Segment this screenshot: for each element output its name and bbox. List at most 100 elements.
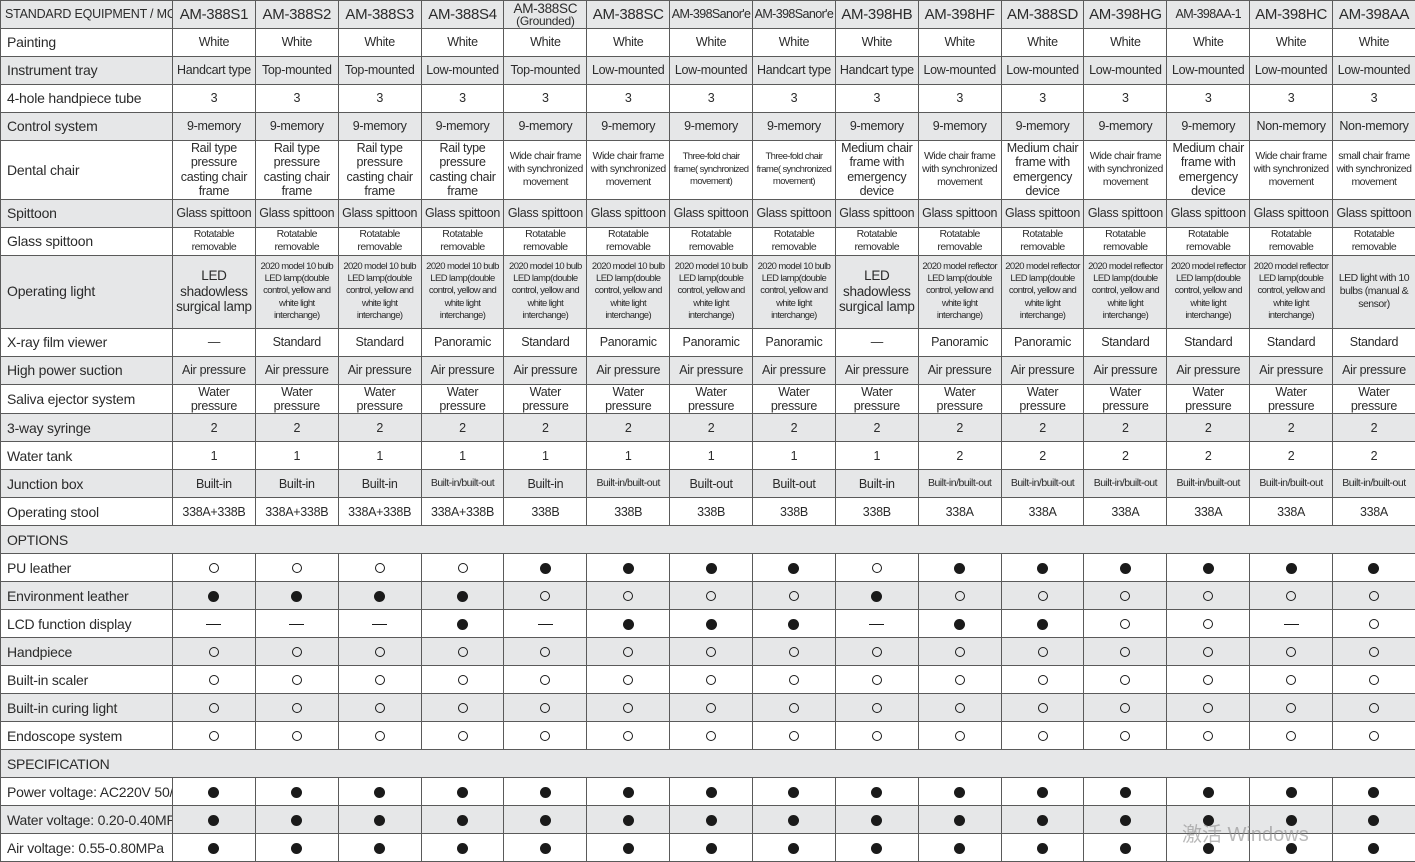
mark-cell [1250,666,1333,694]
filled-dot-icon [871,591,882,602]
spec-cell: 2 [918,442,1001,470]
spec-cell: White [670,29,753,57]
mark-cell [421,694,504,722]
spec-cell: 2 [338,414,421,442]
mark-cell [1250,694,1333,722]
mark-cell [504,722,587,750]
filled-dot-icon [540,815,551,826]
mark-cell [835,778,918,806]
hollow-circle-icon [209,703,219,713]
hollow-circle-icon [375,675,385,685]
mark-cell [835,806,918,834]
filled-dot-icon [540,843,551,854]
hollow-circle-icon [1038,731,1048,741]
option-row: Environment leather [1,582,1415,610]
hollow-circle-icon [375,703,385,713]
mark-cell [1084,554,1167,582]
mark-cell [1167,834,1250,862]
hollow-circle-icon [540,591,550,601]
spec-cell: White [1001,29,1084,57]
mark-cell [1084,610,1167,638]
mark-cell [1001,694,1084,722]
model-header: AM-388S1 [173,1,256,29]
spec-cell: Water pressure [670,384,753,414]
mark-cell [1084,638,1167,666]
mark-cell [1167,666,1250,694]
mark-cell [670,610,753,638]
spec-cell: Glass spittoon [670,199,753,227]
spec-cell: 2 [1250,414,1333,442]
spec-cell: Panoramic [753,328,836,356]
spec-cell: Low-mounted [1001,57,1084,85]
spec-cell: 1 [421,442,504,470]
mark-cell [1250,806,1333,834]
spec-cell: 3 [1250,85,1333,113]
mark-cell [1333,554,1415,582]
mark-cell [753,638,836,666]
mark-cell [173,610,256,638]
spec-cell: 2 [504,414,587,442]
hollow-circle-icon [1120,619,1130,629]
spec-cell: Panoramic [670,328,753,356]
row-label: Spittoon [1,199,173,227]
spec-cell: 1 [255,442,338,470]
hollow-circle-icon [1038,647,1048,657]
spec-cell: Standard [1333,328,1415,356]
spec-cell: Air pressure [1167,356,1250,384]
filled-dot-icon [1120,843,1131,854]
spec-cell: Non-memory [1250,113,1333,141]
mark-cell [1250,582,1333,610]
mark-cell [753,582,836,610]
mark-cell [1001,582,1084,610]
model-header: AM-388S3 [338,1,421,29]
filled-dot-icon [1037,843,1048,854]
dash-icon [289,624,304,626]
spec-cell: Water pressure [1084,384,1167,414]
spec-cell: 1 [587,442,670,470]
spec-cell: Medium chair frame with emergency device [835,141,918,200]
spec-cell: Glass spittoon [173,199,256,227]
filled-dot-icon [623,815,634,826]
hollow-circle-icon [1369,647,1379,657]
mark-cell [753,778,836,806]
hollow-circle-icon [1203,703,1213,713]
model-header: AM-398Sanor'e [753,1,836,29]
spec-cell: 9-memory [835,113,918,141]
model-header: AM-398HF [918,1,1001,29]
mark-cell [1250,610,1333,638]
filled-dot-icon [871,843,882,854]
mark-cell [587,666,670,694]
mark-cell [421,722,504,750]
filled-dot-icon [788,815,799,826]
filled-dot-icon [1368,843,1379,854]
hollow-circle-icon [623,647,633,657]
filled-dot-icon [706,563,717,574]
mark-cell [255,806,338,834]
spec-cell: Standard [1084,328,1167,356]
spec-cell: Air pressure [173,356,256,384]
model-name: AM-398HB [841,6,912,23]
spec-cell: Low-mounted [918,57,1001,85]
spec-cell: Glass spittoon [1250,199,1333,227]
hollow-circle-icon [1203,675,1213,685]
spec-cell: Panoramic [918,328,1001,356]
filled-dot-icon [540,563,551,574]
mark-cell [918,638,1001,666]
mark-cell [918,806,1001,834]
spec-cell: Standard [504,328,587,356]
row-label: Environment leather [1,582,173,610]
model-header: AM-398Sanor'e [670,1,753,29]
hollow-circle-icon [1203,591,1213,601]
hollow-circle-icon [872,703,882,713]
mark-cell [753,554,836,582]
spec-cell: 2 [1250,442,1333,470]
model-header: AM-398HC [1250,1,1333,29]
spec-cell: 338B [504,498,587,526]
mark-cell [1333,834,1415,862]
spec-cell: White [835,29,918,57]
